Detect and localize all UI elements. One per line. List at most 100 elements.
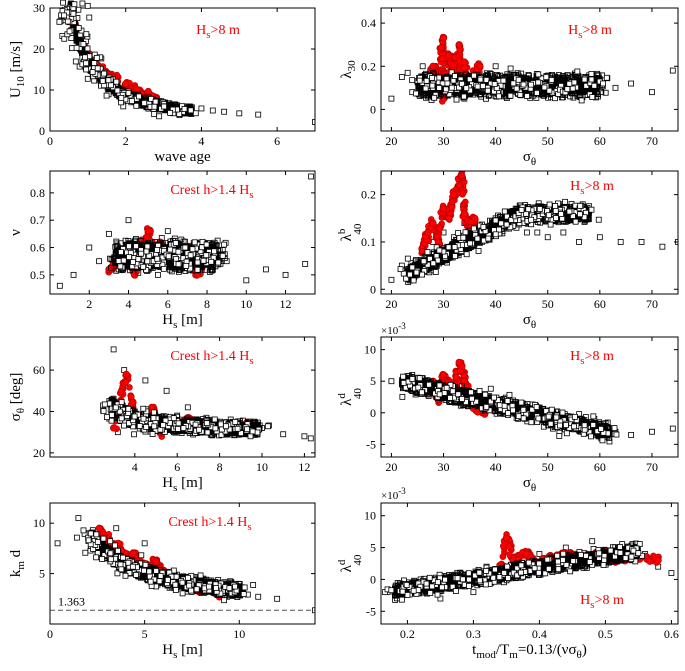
y-tick-label: 0 [39,124,45,138]
y-axis-label: λb 40 [336,223,364,241]
y-tick-label: -5 [366,437,376,451]
x-tick-label: 2 [86,297,92,311]
svg-text:U10 [m/s]: U10 [m/s] [8,41,27,98]
annotation-label: Hs>8 m [570,349,614,367]
y-tick-label: 0 [370,282,376,296]
x-tick-label: 40 [490,297,502,311]
data-point [458,172,466,180]
data-point [125,217,132,224]
y-axis-label: λ30 [339,60,358,79]
data-point [164,228,171,235]
reference-line-label: 1.363 [58,594,85,608]
y-tick-label: 10 [364,343,376,357]
data-point [424,228,432,237]
x-tick-label: 60 [594,460,606,474]
data-point [668,570,675,576]
data-point [536,551,543,557]
axes-frame [49,7,316,132]
y-tick-label: 0 [370,572,376,586]
x-tick-label: 30 [438,134,450,148]
data-point [522,550,530,558]
data-point [460,210,468,218]
x-tick-label: 30 [438,460,450,474]
data-point [434,238,442,246]
y-tick-label: 5 [39,567,45,581]
data-point [596,234,603,241]
x-tick-label: 50 [542,460,554,474]
data-point [437,595,444,602]
data-point [455,358,463,366]
data-point [628,80,635,87]
panel-p4: 20 30 40 50 60 70 0 0.1 0.2 σθ λb 40 Hs>8 m [336,170,679,331]
data-point [236,110,243,117]
data-point [445,51,453,60]
x-tick-label: 70 [646,134,658,148]
data-point [312,119,315,125]
x-tick-label: 0.6 [664,627,679,641]
data-point [523,229,530,236]
data-point [280,431,287,438]
data-point [455,41,463,49]
data-point [534,229,541,236]
data-point [388,378,395,385]
x-tick-label: 0.4 [532,627,547,641]
data-point [113,525,120,532]
panel-p1: 0 2 4 6 0 10 20 30 wave age U10 [m/s] Hs>8 m [8,1,316,165]
x-tick-label: 6 [274,134,280,148]
annotation-label: Hs>8 m [196,23,240,41]
data-point [312,607,315,614]
data-point [492,63,499,70]
x-axis-label: σθ [523,149,536,168]
axes-frame [380,502,679,625]
x-tick-label: 20 [385,460,397,474]
plot-area [388,358,676,438]
y-tick-label: 0.4 [361,16,376,30]
x-axis-label: Hs [m] [162,312,203,331]
x-tick-label: 12 [280,297,292,311]
y-tick-label: 0.8 [30,186,45,200]
data-point [302,261,309,267]
data-point [263,266,269,273]
x-tick-label: 40 [490,134,502,148]
y-tick-label: 10 [33,83,45,97]
data-point [560,229,567,236]
axes-frame [380,7,679,132]
svg-text:Hs [m]: Hs [m] [162,312,203,331]
y-tick-label: 0 [370,406,376,420]
x-tick-label: 0.2 [400,627,415,641]
data-point [110,346,117,353]
data-point [455,181,463,189]
y-tick-label: 5 [370,541,376,555]
data-point [307,435,314,442]
y-axis-label: ν [8,229,24,236]
data-point [429,62,437,70]
data-point [649,89,655,96]
data-point [96,258,102,265]
data-point [223,258,230,265]
x-tick-label: 0.5 [598,627,613,641]
data-point [255,593,262,600]
axis-exponent: ×10-3 [381,321,406,337]
x-axis-label: wave age [154,149,211,165]
data-point [86,244,93,251]
axes-frame [49,502,316,625]
data-point [612,84,619,91]
y-axis-label: σθ [deg] [8,373,27,422]
annotation-label: Crest h>1.4 Hs [168,515,251,533]
annotation-label: Hs>8 m [568,23,612,41]
data-point [243,277,250,284]
x-tick-label: 6 [165,297,171,311]
data-point [388,276,395,283]
data-point [274,595,281,602]
annotation-label: Hs>8 m [570,179,614,197]
data-point [576,239,582,245]
x-tick-label: 0.3 [466,627,481,641]
y-tick-label: 30 [33,1,45,15]
data-point [476,62,484,70]
data-point [129,549,137,557]
y-axis-label: U10 [m/s] [8,41,27,98]
y-tick-label: 0.2 [361,59,376,73]
y-tick-label: 40 [33,404,45,418]
data-point [388,95,395,102]
data-point [617,239,624,245]
